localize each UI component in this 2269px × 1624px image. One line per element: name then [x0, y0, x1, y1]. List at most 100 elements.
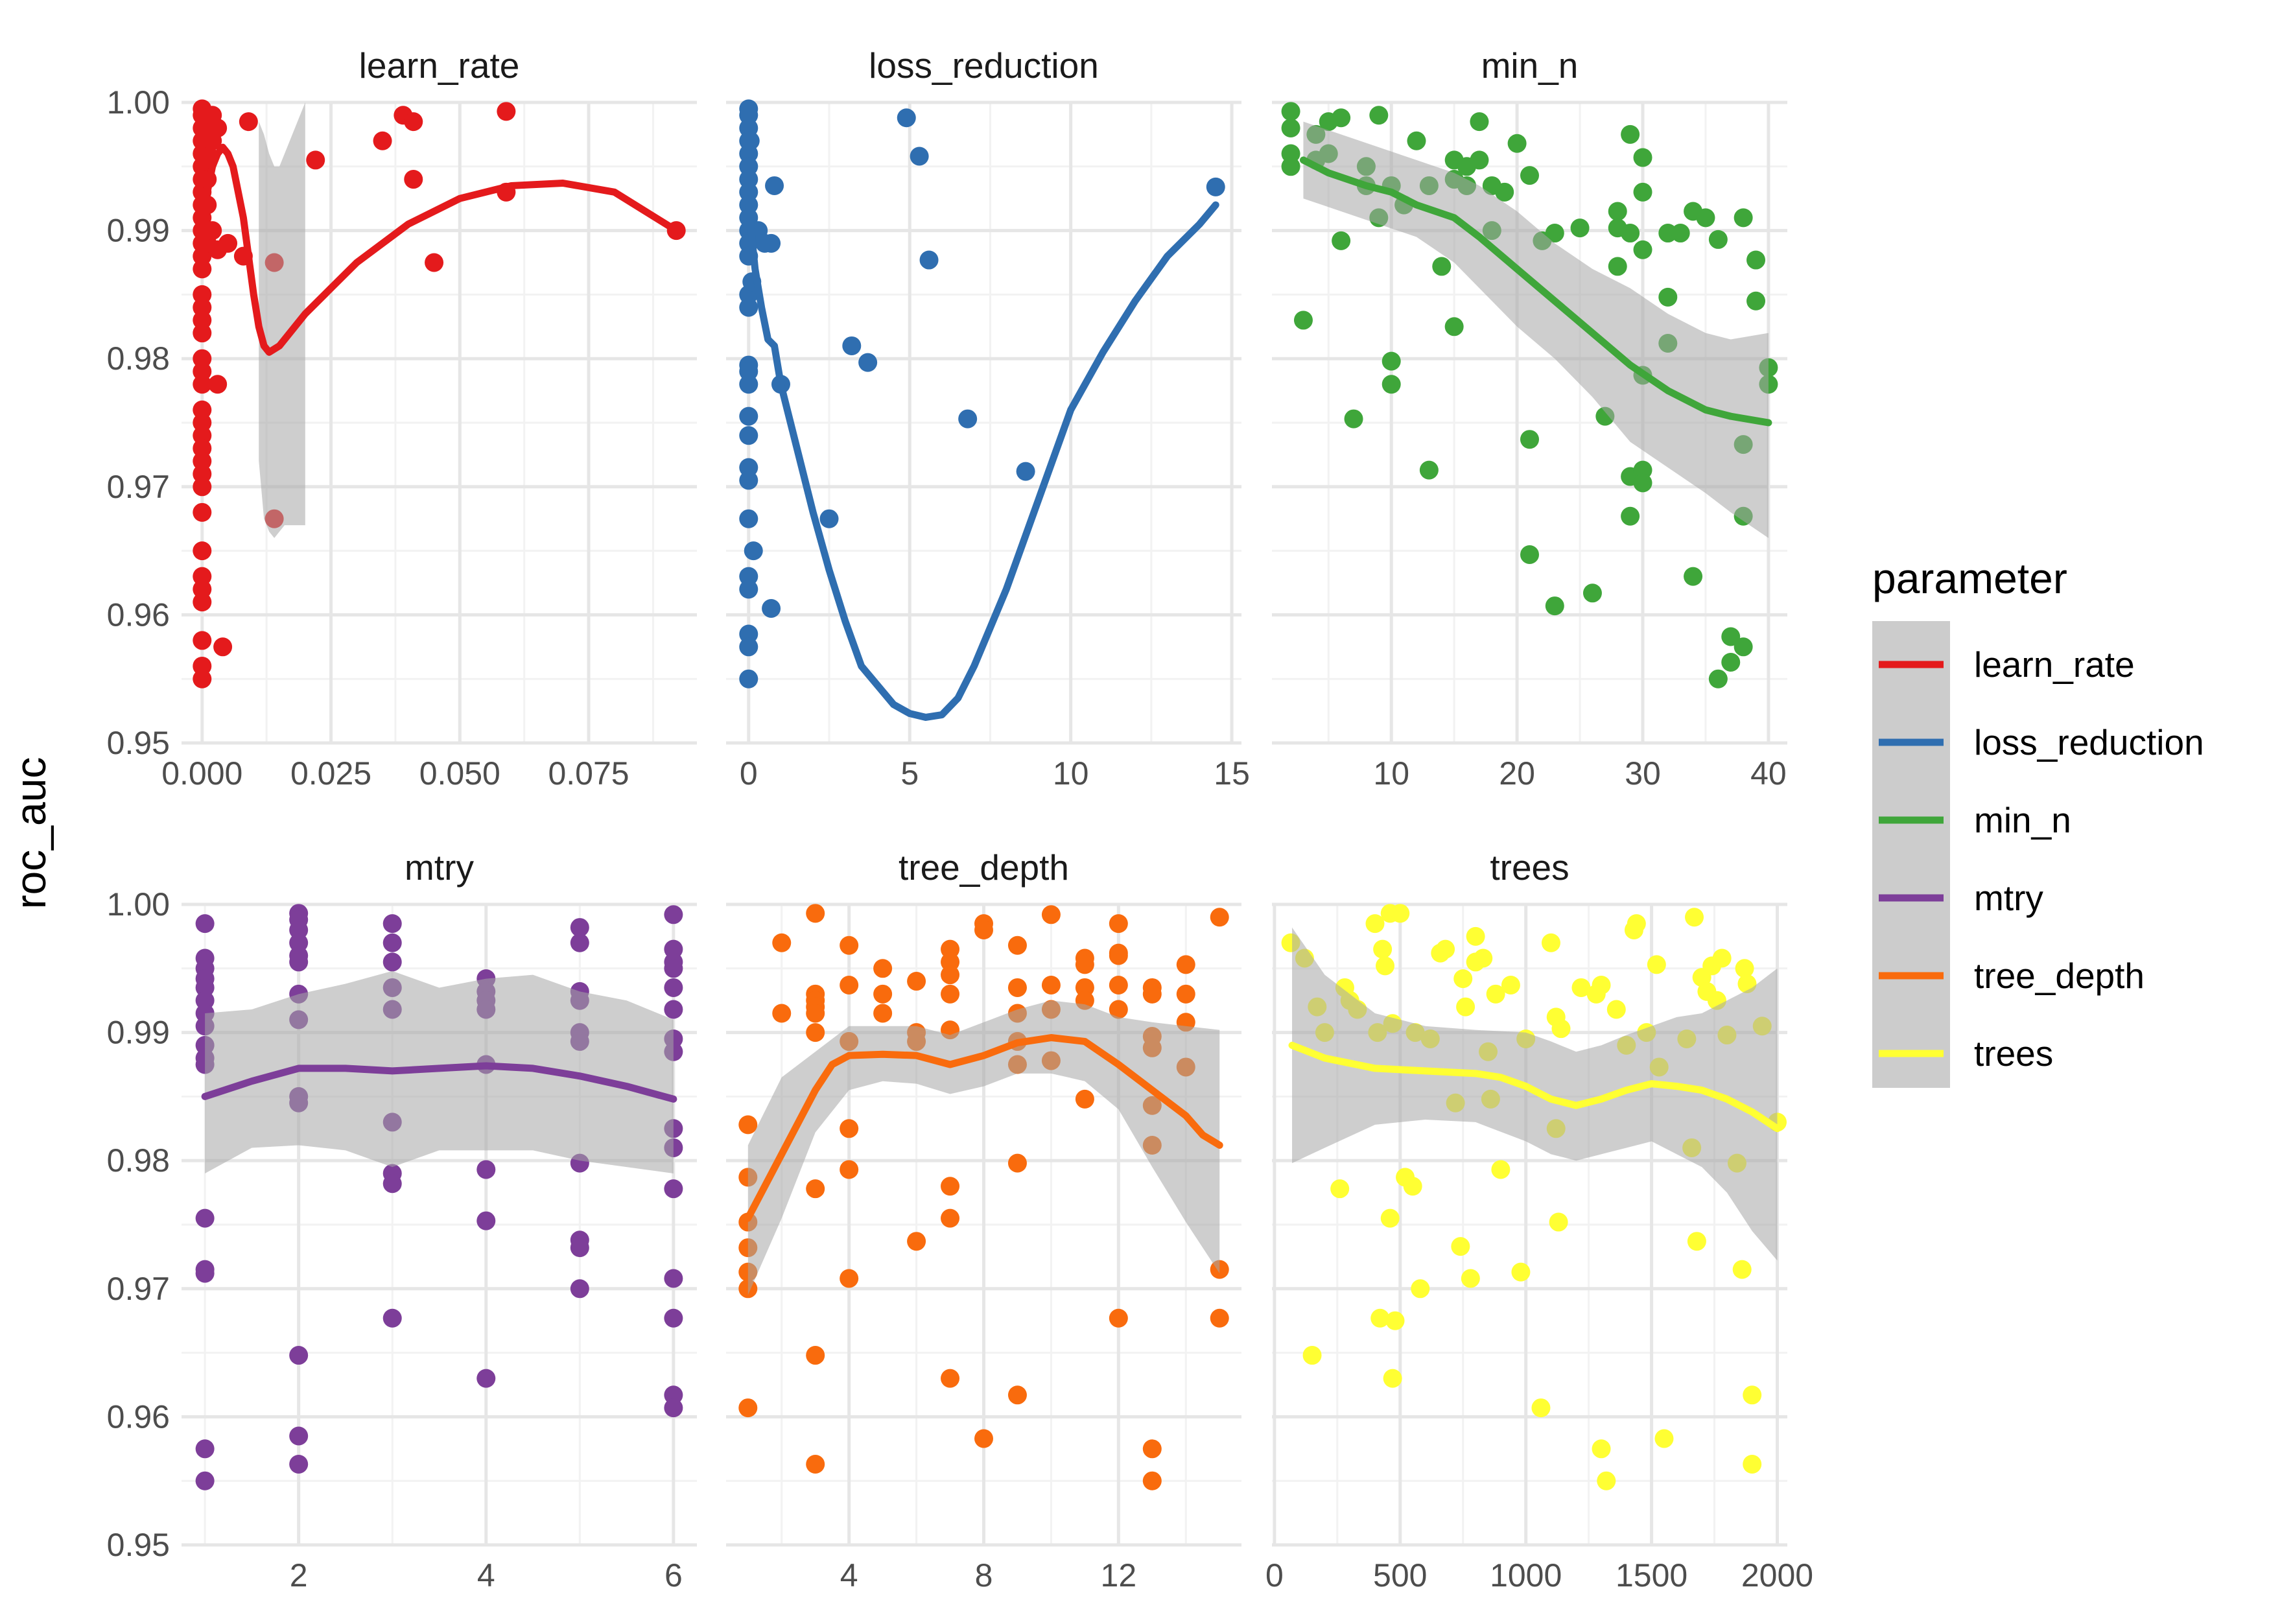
data-point	[1541, 933, 1560, 952]
data-point	[289, 1455, 309, 1474]
data-point	[1486, 984, 1505, 1004]
data-point	[1608, 257, 1627, 276]
x-tick-label: 1000	[1490, 1557, 1562, 1594]
data-point	[1466, 926, 1485, 946]
data-point	[1281, 157, 1300, 176]
x-tick-label: 0.000	[161, 755, 242, 792]
data-point	[239, 112, 258, 132]
legend-label-tree_depth: tree_depth	[1974, 956, 2145, 996]
panel-learn_rate: learn_rate 0.95 0.96 0.97 0.98 0.99 1.00 0.000 0…	[107, 45, 697, 792]
panel-loss_reduction: loss_reduction 0 5 10 15	[726, 45, 1250, 792]
x-tick-label: 2000	[1741, 1557, 1813, 1594]
data-point	[193, 375, 212, 394]
legend: parameter learn_rate loss_reduction min_nm…	[1872, 554, 2204, 1088]
data-point	[1592, 1439, 1611, 1459]
data-point	[1176, 984, 1195, 1004]
y-tick-label: 1.00	[107, 886, 170, 923]
smooth-line	[198, 143, 680, 356]
x-tick-label: 20	[1499, 755, 1535, 792]
data-point	[425, 253, 444, 272]
y-tick-label: 0.97	[107, 469, 170, 505]
data-point	[1142, 1471, 1162, 1490]
data-point	[1743, 1455, 1762, 1474]
panel-mtry: mtry 0.95 0.96 0.97 0.98 0.99 1.00 2 4 6	[107, 847, 697, 1594]
data-point	[1142, 1439, 1162, 1459]
data-point	[1041, 975, 1061, 994]
data-point	[738, 1398, 758, 1418]
data-point	[664, 1269, 683, 1288]
data-point	[1206, 177, 1225, 196]
data-point	[744, 541, 763, 561]
data-point	[373, 131, 392, 150]
data-point	[1597, 1471, 1616, 1490]
smooth-line	[745, 201, 1219, 721]
data-point	[306, 150, 325, 170]
data-point	[476, 1211, 496, 1230]
data-point	[840, 1269, 859, 1288]
data-point	[1743, 1385, 1762, 1405]
facet-strip-label: mtry	[405, 847, 474, 888]
data-point	[195, 914, 215, 934]
data-point	[873, 959, 893, 978]
data-point	[806, 1004, 825, 1023]
data-point	[664, 978, 683, 997]
data-point	[1470, 150, 1489, 170]
y-tick-label: 0.99	[107, 213, 170, 249]
data-point	[1391, 904, 1410, 923]
x-tick-label: 6	[664, 1557, 683, 1594]
data-point	[1721, 653, 1741, 672]
y-tick-label: 0.95	[107, 1527, 170, 1563]
data-point	[1531, 1398, 1551, 1418]
panel-trees: trees 0 500 1000 1500 2000	[1265, 847, 1813, 1594]
data-point	[664, 1308, 683, 1328]
data-point	[873, 984, 893, 1004]
legend-label-learn_rate: learn_rate	[1974, 644, 2135, 685]
data-point	[1332, 108, 1351, 128]
data-point	[1176, 955, 1195, 974]
data-point	[738, 1115, 758, 1135]
y-tick-label: 0.98	[107, 340, 170, 377]
data-point	[289, 1426, 309, 1446]
data-point	[570, 918, 589, 937]
x-tick-label: 4	[477, 1557, 495, 1594]
legend-key-background	[1872, 621, 1950, 1088]
data-point	[382, 933, 402, 952]
data-point	[858, 353, 878, 372]
data-point	[1708, 229, 1728, 249]
y-tick-label: 0.98	[107, 1142, 170, 1179]
data-point	[772, 1004, 792, 1023]
data-point	[1671, 224, 1690, 243]
data-point	[739, 509, 758, 528]
data-point	[1293, 311, 1313, 330]
data-point	[664, 905, 683, 924]
data-point	[1708, 669, 1728, 688]
data-point	[1373, 939, 1393, 959]
data-point	[382, 1308, 402, 1328]
data-point	[806, 1179, 825, 1199]
data-point	[1451, 1237, 1470, 1256]
data-point	[819, 509, 839, 528]
y-tick-label: 0.96	[107, 596, 170, 633]
x-tick-label: 2	[290, 1557, 308, 1594]
data-point	[1436, 939, 1455, 959]
data-point	[1281, 119, 1300, 138]
data-point	[218, 233, 238, 253]
data-point	[1403, 1177, 1422, 1196]
legend-label-mtry: mtry	[1974, 878, 2043, 918]
data-point	[1376, 956, 1395, 976]
data-point	[1075, 1089, 1094, 1109]
data-point	[382, 914, 402, 934]
data-point	[1545, 224, 1564, 243]
y-tick-label: 0.95	[107, 725, 170, 761]
data-point	[739, 406, 758, 426]
x-tick-label: 40	[1750, 755, 1787, 792]
data-point	[1411, 1279, 1430, 1299]
data-point	[958, 409, 978, 429]
data-point	[840, 1119, 859, 1138]
y-axis-title: roc_auc	[6, 757, 54, 910]
data-point	[193, 324, 212, 343]
data-point	[193, 669, 212, 688]
x-tick-label: 0	[1265, 1557, 1284, 1594]
